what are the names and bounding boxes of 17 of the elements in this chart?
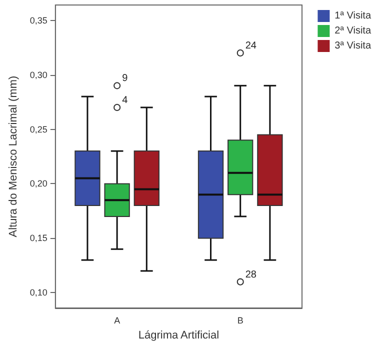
legend-label: 2ª Visita xyxy=(334,26,372,36)
x-axis-title: Lágrima Artificial xyxy=(138,330,220,342)
y-tick-label: 0,35 xyxy=(30,15,48,26)
y-axis-title: Altura do Menisco Lacrimal (mm) xyxy=(8,76,20,238)
x-tick-label: B xyxy=(237,316,244,326)
y-tick-label: 0,10 xyxy=(30,288,48,298)
annotation: 4 xyxy=(122,94,128,106)
y-tick-label: 0,25 xyxy=(30,124,48,134)
y-tick-label: 0,30 xyxy=(30,70,48,80)
y-tick-label: 0,15 xyxy=(30,233,48,244)
annotation: 9 xyxy=(122,73,128,84)
legend-label: 3ª Visita xyxy=(334,40,372,52)
x-tick-label: A xyxy=(114,316,120,326)
annotation: 28 xyxy=(245,269,257,280)
y-tick-label: 0,20 xyxy=(30,178,48,189)
legend-label: 1ª Visita xyxy=(334,10,372,22)
annotation: 24 xyxy=(245,40,257,52)
